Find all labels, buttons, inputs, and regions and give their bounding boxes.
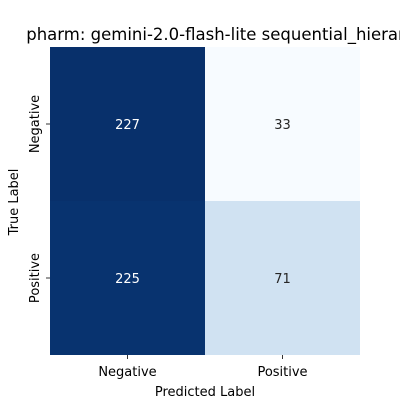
heatmap-cell-labels: 227 33 225 71 (115, 118, 291, 287)
heatmap-cell-value: 33 (274, 118, 291, 133)
x-tick-label: Negative (98, 365, 156, 380)
x-axis-ticks: Negative Positive (98, 355, 308, 380)
x-axis-label: Predicted Label (155, 385, 255, 400)
chart-title: pharm: gemini-2.0-flash-lite sequential_… (26, 25, 400, 45)
heatmap-cell-value: 71 (274, 272, 291, 287)
heatmap-cell (205, 47, 360, 201)
heatmap-cell-value: 227 (115, 118, 140, 133)
y-tick-label: Positive (28, 253, 43, 303)
x-tick-label: Positive (257, 365, 307, 380)
heatmap-cell (50, 201, 205, 355)
heatmap-cells (50, 47, 360, 355)
y-axis-ticks: Negative Positive (28, 95, 50, 303)
heatmap-cell (205, 201, 360, 355)
y-tick-label: Negative (28, 95, 43, 153)
y-axis-label: True Label (7, 169, 22, 237)
heatmap-cell-value: 225 (115, 272, 140, 287)
heatmap-cell (50, 47, 205, 201)
